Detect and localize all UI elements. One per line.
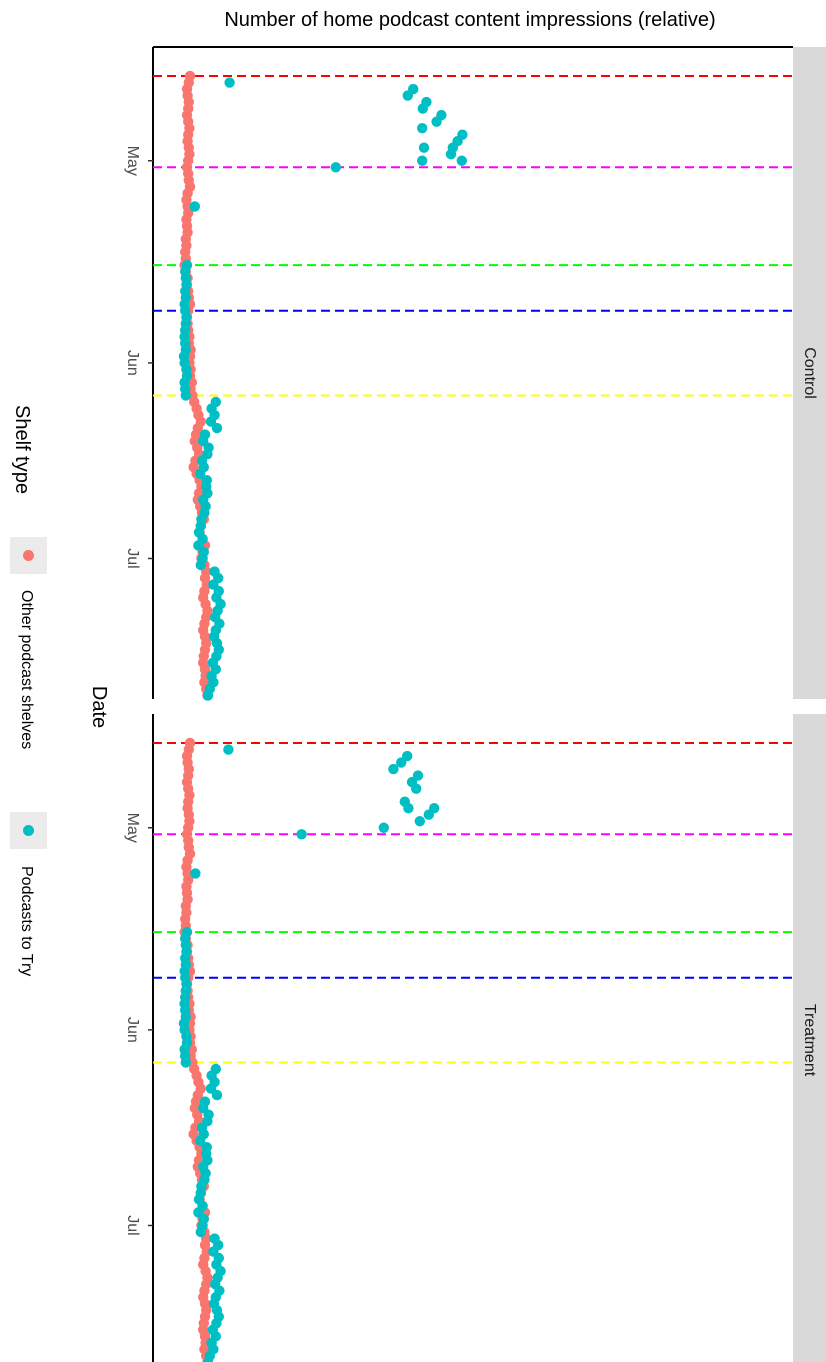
data-point	[414, 816, 425, 827]
data-point	[403, 803, 414, 814]
data-point	[195, 1135, 206, 1146]
data-point	[330, 162, 341, 173]
value-axis-title: Number of home podcast content impressio…	[224, 9, 715, 31]
data-point	[411, 783, 422, 794]
data-point	[211, 422, 223, 434]
date-ticks-treatment: May Jun Jul	[124, 813, 153, 1236]
legend-label-other-shelves: Other podcast shelves	[18, 590, 35, 749]
data-point	[417, 103, 428, 114]
points-treatment	[178, 737, 440, 1362]
data-point	[180, 390, 191, 401]
reference-lines-control	[153, 75, 793, 397]
data-point	[223, 744, 234, 755]
data-point	[296, 829, 307, 840]
data-point	[378, 822, 389, 833]
date-tick-label: Jun	[124, 1017, 141, 1043]
date-tick-label: Jul	[124, 548, 141, 568]
legend: Shelf type Other podcast shelves Podcast…	[10, 405, 47, 976]
data-point	[195, 1226, 206, 1238]
reference-lines-treatment	[153, 742, 793, 1064]
data-point	[431, 116, 442, 127]
panel-control: Control May Jun Jul	[124, 46, 826, 701]
legend-title: Shelf type	[11, 405, 33, 494]
legend-label-podcasts-to-try: Podcasts to Try	[18, 866, 35, 976]
data-point	[195, 468, 206, 479]
data-point	[202, 690, 214, 701]
legend-marker-other-shelves	[23, 550, 34, 561]
legend-marker-podcasts-to-try	[23, 825, 34, 836]
data-point	[417, 155, 428, 166]
data-point	[224, 77, 235, 88]
facet-label-control: Control	[801, 347, 818, 399]
data-point	[423, 809, 434, 820]
data-point	[417, 122, 428, 134]
data-point	[189, 201, 200, 212]
facet-label-treatment: Treatment	[801, 1004, 818, 1077]
date-tick-label: May	[124, 146, 141, 176]
data-point	[456, 155, 467, 166]
date-tick-label: May	[124, 813, 141, 843]
facet-strip-treatment	[793, 714, 826, 1362]
data-point	[418, 142, 430, 153]
data-point	[202, 1357, 214, 1362]
data-point	[388, 763, 399, 775]
data-point	[402, 90, 413, 101]
points-control	[178, 70, 468, 701]
data-point	[211, 1089, 223, 1101]
date-axis-title: Date	[88, 686, 110, 728]
facet-strip-control	[793, 47, 826, 699]
data-point	[402, 750, 413, 762]
date-tick-label: Jun	[124, 350, 141, 376]
date-tick-label: Jul	[124, 1215, 141, 1235]
data-point	[180, 1057, 191, 1068]
data-point	[447, 142, 458, 153]
data-point	[195, 559, 206, 571]
panel-treatment: Treatment May Jun Jul	[124, 714, 826, 1362]
date-ticks-control: May Jun Jul	[124, 146, 153, 569]
data-point	[190, 868, 201, 879]
